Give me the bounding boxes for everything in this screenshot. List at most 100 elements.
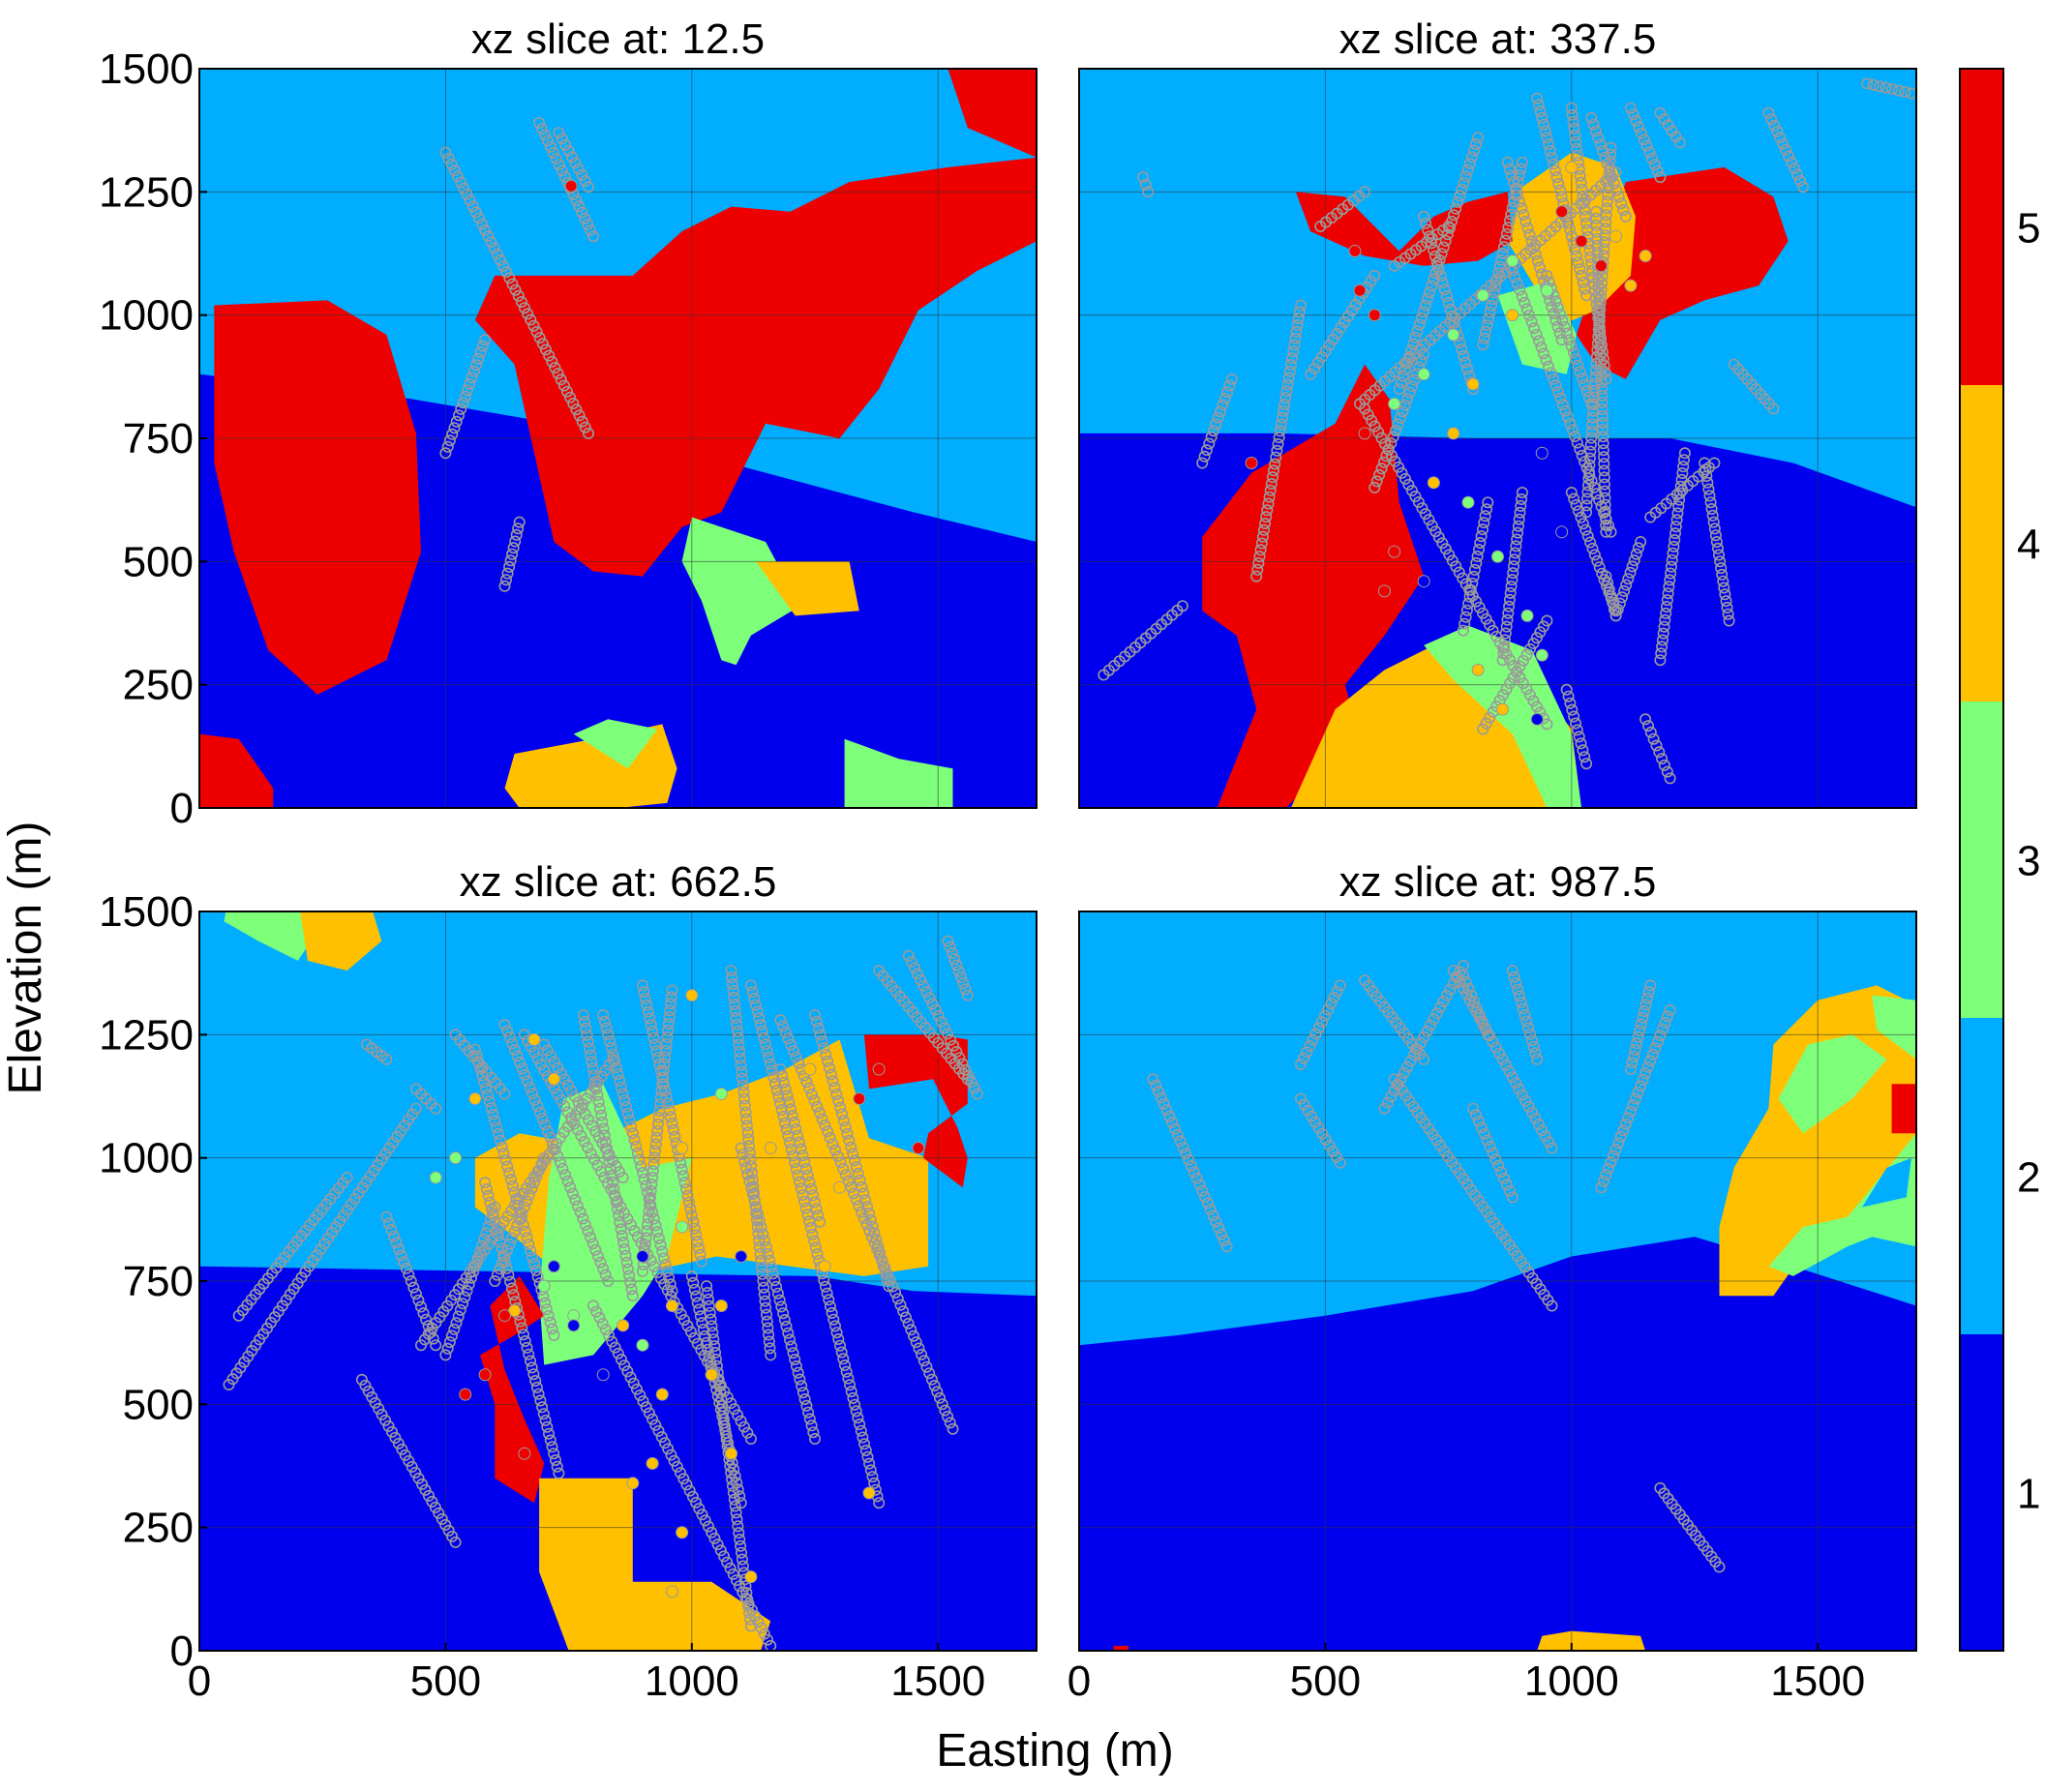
drillhole [1295,979,1346,1070]
hole-sample [568,1090,581,1103]
hole-sample [1905,87,1916,100]
hole-sample [824,1300,836,1313]
hole-sample [1450,202,1462,215]
hole-sample [554,1156,566,1169]
hole-sample [1166,1117,1179,1129]
hole-sample [547,146,559,159]
region-cat-3 [1497,281,1577,374]
hole-sample [1398,1066,1410,1079]
hole-sample [725,965,737,977]
hole-sample [1500,1059,1513,1071]
hole-sample [1577,744,1589,757]
hole-sample [645,1019,657,1031]
hole-sample [614,1074,626,1087]
hole-sample [728,1493,740,1506]
hole-sample [1554,392,1567,404]
hole-sample [739,1106,752,1119]
hole-sample [1529,248,1542,260]
hole-sample [1481,318,1493,331]
drillhole [1295,1092,1346,1169]
hole-sample [1468,996,1481,1008]
hole-sample [407,1281,420,1294]
hole-sample [603,1156,616,1169]
hole-sample [1212,411,1224,424]
hole-sample [928,1380,941,1392]
hole-sample [1644,979,1657,992]
hole-sample [564,391,577,403]
hole-sample [905,1324,917,1336]
hole-sample [655,1431,668,1444]
hole-sample [605,1169,617,1181]
hole-sample [1531,92,1544,105]
hole-sample [1250,570,1263,582]
hole-sample [1598,243,1610,255]
hole-sample [581,1029,593,1041]
drillhole [1359,974,1430,1065]
region-cat-4 [539,1478,771,1651]
hole-sample [611,1203,623,1215]
hole-sample [1582,472,1595,485]
hole-sample [1567,115,1579,128]
hole-sample [489,1115,501,1127]
hole-sample [808,1094,821,1107]
hole-sample [787,1347,799,1359]
x-tick-label: 1500 [890,1658,985,1705]
hole-sample [1525,315,1538,328]
hole-sample [1415,312,1428,324]
hole-sample [531,1100,544,1113]
hole-sample [1380,450,1393,463]
hole-sample [587,1069,600,1082]
hole-sample [1188,1166,1200,1179]
hole-sample [1554,184,1567,196]
hole-sample [527,1177,540,1189]
hole-sample [518,302,530,314]
hole-sample [1673,487,1686,499]
hole-sample [1456,343,1468,355]
hole-sample [1207,1210,1219,1222]
hole-sample [544,140,556,153]
hole-sample [500,266,513,279]
panel-title: xz slice at: 337.5 [1339,15,1657,63]
hole-sample [603,1035,616,1048]
hole-sample [1582,479,1595,492]
hole-sample [760,1301,772,1314]
hole-sample [1259,517,1272,529]
hole-sample [743,1175,756,1187]
region-cat-3 [681,517,800,666]
sample-point-cat-5 [459,1388,472,1401]
hole-sample [531,1270,544,1283]
hole-sample [1599,498,1611,511]
hole-sample [717,1407,730,1419]
hole-sample [814,1029,827,1041]
hole-sample [1424,286,1436,299]
hole-sample [1576,269,1588,282]
hole-sample [1609,610,1622,622]
hole-sample [953,1052,966,1064]
hole-sample [725,1467,737,1479]
hole-sample [1507,176,1519,189]
sample-point-cat-4 [655,1388,669,1401]
hole-sample [1309,1028,1322,1040]
hole-sample [628,1225,641,1238]
hole-sample [1399,472,1412,485]
hole-sample [646,1179,658,1191]
hole-sample [708,1532,721,1544]
hole-sample [561,1175,574,1187]
colorbar-label: 3 [2017,838,2040,885]
hole-sample [1461,164,1474,176]
hole-sample [519,1068,531,1081]
hole-sample [1183,1153,1195,1166]
hole-sample [556,164,568,177]
hole-sample [578,1135,590,1148]
hole-sample [1627,108,1639,121]
hole-sample [1201,1197,1214,1210]
hole-sample [677,1314,690,1327]
hole-sample [1196,457,1209,469]
hole-sample [1382,443,1395,456]
hole-sample [735,1546,747,1559]
hole-sample [917,979,930,992]
hole-sample [879,1267,891,1279]
hole-sample [748,992,761,1004]
hole-sample [461,188,473,200]
hole-sample [1507,659,1519,672]
